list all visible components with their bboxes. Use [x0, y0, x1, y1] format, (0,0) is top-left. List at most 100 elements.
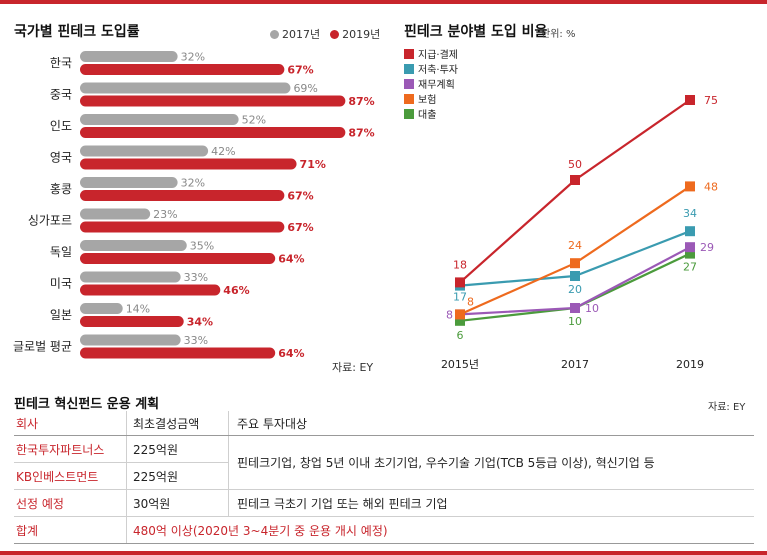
- country-bar-chart: 한국 32% 67% 중국 69% 87% 인도 52% 87% 영국 42% 71% 홍콩 32% 67%…: [13, 51, 375, 361]
- legend-swatch: [404, 78, 414, 89]
- data-label: 48: [704, 180, 718, 193]
- bar-2017년: [80, 303, 123, 314]
- legend-label: 지급·결제: [418, 50, 458, 61]
- bar-value-label: 32%: [181, 177, 205, 190]
- category-label: 중국: [50, 88, 72, 102]
- bar-2019년: [80, 64, 285, 75]
- bar-value-label: 23%: [153, 208, 177, 221]
- fund-table: 회사 최초결성금액 주요 투자대상 한국투자파트너스 225억원 핀테크기업, …: [14, 411, 754, 544]
- data-label: 10: [568, 315, 582, 328]
- category-label: 독일: [50, 245, 72, 259]
- bar-value-label: 64%: [278, 347, 304, 360]
- target-cell: 핀테크 극초기 기업 또는 해외 핀테크 기업: [228, 489, 754, 517]
- data-point: [455, 277, 465, 288]
- bar-value-label: 71%: [300, 158, 326, 171]
- category-label: 영국: [50, 151, 72, 165]
- left-chart-legend: 2017년 2019년: [270, 26, 380, 42]
- data-label: 24: [568, 239, 582, 252]
- legend-item: 대출: [404, 106, 458, 121]
- total-value: 480억 이상(2020년 3~4분기 중 운용 개시 예정): [126, 516, 754, 544]
- bar-2019년: [80, 95, 346, 107]
- data-label: 6: [457, 329, 464, 342]
- legend-item: 지급·결제: [404, 46, 458, 61]
- bar-2019년: [80, 127, 346, 138]
- legend-swatch: [404, 48, 414, 59]
- bar-2019년: [80, 284, 221, 296]
- company-cell: KB인베스트먼트: [14, 462, 127, 490]
- table-row: 선정 예정 30억원 핀테크 극초기 기업 또는 해외 핀테크 기업: [14, 489, 754, 517]
- category-label: 일본: [50, 308, 72, 322]
- bar-2017년: [80, 334, 181, 346]
- left-chart-title: 국가별 핀테크 도입률: [14, 24, 140, 40]
- bar-2017년: [80, 145, 209, 157]
- bottom-rule: [0, 551, 767, 555]
- bar-2017년: [80, 208, 151, 220]
- bar-2019년: [80, 347, 276, 359]
- data-point: [570, 303, 580, 313]
- left-chart-source: 자료: EY: [332, 361, 374, 374]
- header-company: 회사: [14, 411, 127, 436]
- legend-label: 저축·투자: [418, 65, 458, 76]
- legend-2019: 2019년: [330, 26, 380, 42]
- top-rule: [0, 0, 767, 4]
- header-amount: 최초결성금액: [126, 411, 229, 436]
- bar-2019년: [80, 221, 285, 233]
- data-point: [570, 258, 580, 269]
- data-point: [685, 95, 695, 105]
- table-title: 핀테크 혁신펀드 운용 계획: [14, 397, 160, 412]
- table-row: 한국투자파트너스 225억원 핀테크기업, 창업 5년 이내 초기기업, 우수기…: [14, 435, 754, 490]
- bar-value-label: 32%: [181, 51, 205, 64]
- bar-value-label: 35%: [190, 240, 214, 253]
- bar-value-label: 33%: [184, 271, 208, 284]
- data-point: [685, 181, 695, 192]
- x-tick-label: 2019: [676, 358, 704, 371]
- series-line: [459, 99, 691, 284]
- header-target: 주요 투자대상: [228, 411, 754, 436]
- bar-value-label: 52%: [242, 114, 266, 127]
- bar-2017년: [80, 240, 187, 251]
- bar-value-label: 34%: [187, 316, 213, 329]
- bar-2019년: [80, 158, 297, 170]
- data-point: [685, 242, 695, 253]
- data-point: [455, 315, 465, 326]
- data-label: 10: [585, 302, 599, 315]
- bar-value-label: 42%: [211, 145, 235, 158]
- bar-value-label: 46%: [223, 284, 249, 297]
- data-point: [570, 271, 580, 281]
- legend-2019-label: 2019년: [342, 28, 381, 41]
- category-label: 인도: [50, 119, 72, 133]
- company-cell: 선정 예정: [14, 489, 127, 517]
- right-chart-unit: 단위: %: [541, 29, 576, 40]
- category-label: 미국: [50, 277, 72, 291]
- data-point: [685, 248, 695, 259]
- x-tick-label: 2015년: [441, 358, 479, 371]
- legend-swatch: [404, 108, 414, 119]
- right-chart-legend: 지급·결제 저축·투자 재무계획 보험 대출: [404, 46, 458, 121]
- bar-2017년: [80, 271, 181, 283]
- data-label: 8: [446, 308, 453, 321]
- bar-2019년: [80, 190, 285, 201]
- legend-item: 재무계획: [404, 76, 458, 91]
- category-label: 글로벌 평균: [13, 340, 72, 354]
- table-source: 자료: EY: [708, 402, 746, 413]
- amount-cell: 225억원: [126, 462, 229, 490]
- data-point: [455, 309, 465, 320]
- data-point: [570, 175, 580, 185]
- legend-item: 저축·투자: [404, 61, 458, 76]
- sector-line-chart: 6 10 27 8 10 29 17 20 34 8 24 48 18 50 75 2015년 2017 2019: [441, 94, 718, 371]
- table-row: KB인베스트먼트 225억원: [14, 462, 754, 490]
- bar-value-label: 67%: [287, 64, 313, 77]
- bar-value-label: 33%: [184, 334, 208, 347]
- bar-value-label: 67%: [287, 190, 313, 203]
- bar-value-label: 87%: [348, 95, 374, 108]
- legend-2017: 2017년: [270, 26, 320, 42]
- legend-label: 재무계획: [418, 80, 455, 91]
- data-label: 27: [683, 261, 697, 274]
- company-cell: 한국투자파트너스: [14, 435, 127, 463]
- category-label: 홍콩: [50, 182, 72, 196]
- category-label: 한국: [50, 56, 72, 70]
- legend-label: 대출: [418, 110, 437, 121]
- data-label: 29: [700, 241, 714, 254]
- right-chart-title: 핀테크 분야별 도입 비율: [404, 24, 548, 40]
- bar-2017년: [80, 82, 291, 94]
